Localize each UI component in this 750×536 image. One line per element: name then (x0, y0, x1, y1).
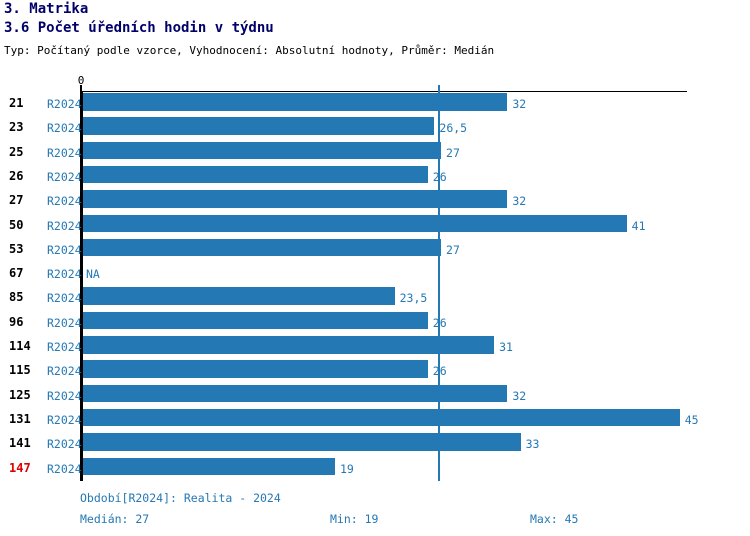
axis-origin-label: 0 (77, 74, 85, 87)
chart-row: 53 R2024 27 (0, 238, 750, 262)
row-period-label: R2024 (47, 340, 82, 354)
row-id-label: 26 (9, 168, 24, 183)
row-period-label: R2024 (47, 145, 82, 160)
chart-row: 115 R2024 26 (0, 359, 750, 383)
y-axis-line (80, 90, 83, 481)
row-id-label: 25 (9, 144, 24, 159)
chart-title: 3.6 Počet úředních hodin v týdnu (4, 20, 274, 36)
bar (83, 433, 521, 451)
chart-row: 50 R2024 41 (0, 214, 750, 238)
x-axis-line (81, 90, 687, 92)
row-period-label: R2024 (47, 461, 82, 476)
row-id-label: 21 (9, 96, 24, 110)
chart-row: 27 R2024 32 (0, 189, 750, 213)
row-id-label: 53 (9, 241, 24, 256)
row-period-label: R2024 (47, 242, 82, 257)
chart-row: 125 R2024 32 (0, 384, 750, 408)
row-id-label: 125 (9, 387, 31, 402)
footer-median: Medián: 27 (80, 512, 150, 526)
bar-value-label: 26 (432, 169, 447, 184)
chart-row: 131 R2024 45 (0, 408, 750, 432)
bar-value-label: 31 (499, 340, 513, 354)
row-id-label: 147 (9, 460, 31, 475)
median-line (438, 85, 440, 481)
bar-value-label: 32 (512, 194, 527, 209)
footer-period-note: Období[R2024]: Realita - 2024 (80, 491, 281, 505)
chart-row: 85 R2024 23,5 (0, 286, 750, 310)
bar-value-label: 27 (446, 145, 460, 160)
row-period-label: R2024 (47, 291, 82, 306)
bar (83, 336, 495, 354)
bar-value-label: 41 (631, 218, 646, 233)
bar-value-label: 26 (432, 364, 447, 379)
row-id-label: 67 (9, 266, 24, 281)
axis-origin-tick (80, 85, 82, 95)
chart-meta-line: Typ: Počítaný podle vzorce, Vyhodnocení:… (4, 44, 495, 57)
chart-row: 147 R2024 19 (0, 457, 750, 481)
row-id-label: 114 (9, 339, 31, 353)
row-id-label: 141 (9, 436, 31, 451)
chart-row: 26 R2024 26 (0, 165, 750, 189)
row-period-label: R2024 (47, 169, 82, 184)
row-period-label: R2024 (47, 97, 82, 111)
bar (83, 117, 435, 135)
chart-row: 141 R2024 33 (0, 432, 750, 456)
bar (83, 238, 442, 257)
bar-value-label: 26,5 (439, 121, 468, 136)
bar (83, 287, 395, 305)
row-period-label: R2024 (47, 218, 82, 233)
bar (83, 384, 508, 403)
bar (83, 408, 680, 427)
bar-value-label: 26 (432, 315, 447, 330)
row-id-label: 50 (9, 217, 24, 232)
chart-row: 114 R2024 31 (0, 335, 750, 359)
row-id-label: 23 (9, 120, 24, 135)
footer-min: Min: 19 (330, 512, 379, 526)
bar-value-label: 32 (512, 97, 527, 111)
row-period-label: R2024 (47, 364, 82, 379)
bar-value-label: 45 (684, 412, 699, 427)
row-id-label: 96 (9, 314, 24, 329)
row-period-label: R2024 (47, 194, 82, 209)
bar (83, 141, 442, 160)
bar (83, 311, 428, 330)
row-period-label: R2024 (47, 121, 82, 136)
footer-max: Max: 45 (530, 512, 579, 526)
bar (83, 190, 508, 208)
row-id-label: 131 (9, 411, 31, 426)
bar (83, 214, 627, 232)
row-period-label: R2024 (47, 267, 82, 282)
row-id-label: 85 (9, 290, 24, 305)
report-section-title: 3. Matrika (4, 1, 89, 17)
chart-row: 25 R2024 27 (0, 141, 750, 165)
row-period-label: R2024 (47, 437, 82, 452)
bar-value-label: 19 (339, 461, 354, 476)
bar-value-label: NA (86, 267, 100, 282)
bar (83, 93, 508, 111)
row-id-label: 115 (9, 363, 31, 378)
chart-row: 67 R2024 NA (0, 262, 750, 286)
chart-row: 21 R2024 32 (0, 92, 750, 116)
row-period-label: R2024 (47, 315, 82, 330)
row-period-label: R2024 (47, 412, 82, 427)
row-id-label: 27 (9, 193, 24, 208)
chart-row: 96 R2024 26 (0, 311, 750, 335)
row-period-label: R2024 (47, 388, 82, 403)
chart-row: 23 R2024 26,5 (0, 116, 750, 140)
bar-value-label: 23,5 (399, 291, 428, 306)
bar (83, 165, 428, 184)
bar (83, 457, 335, 475)
bar-value-label: 33 (525, 437, 540, 452)
bar-value-label: 32 (512, 388, 527, 403)
bar-value-label: 27 (446, 242, 460, 257)
bar (83, 360, 428, 378)
